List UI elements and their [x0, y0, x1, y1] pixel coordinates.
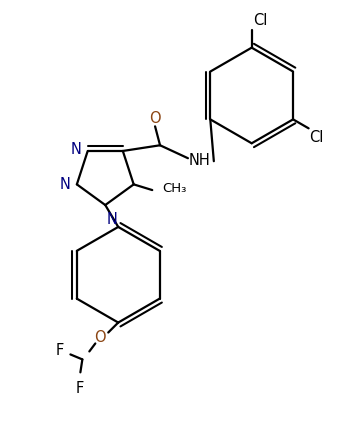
Text: N: N	[60, 177, 71, 192]
Text: N: N	[71, 143, 82, 157]
Text: F: F	[75, 381, 83, 396]
Text: Cl: Cl	[253, 13, 267, 28]
Text: Cl: Cl	[310, 130, 324, 146]
Text: CH₃: CH₃	[162, 181, 186, 195]
Text: N: N	[106, 212, 117, 227]
Text: O: O	[149, 111, 161, 126]
Text: O: O	[94, 330, 106, 345]
Text: NH: NH	[189, 153, 211, 168]
Text: F: F	[55, 343, 63, 358]
